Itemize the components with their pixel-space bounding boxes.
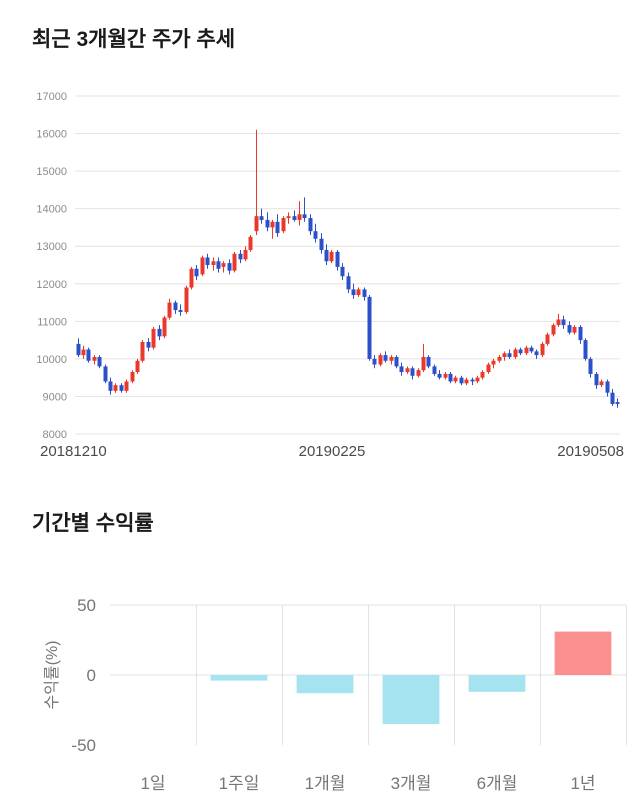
svg-text:1주일: 1주일 <box>219 774 260 793</box>
svg-text:15000: 15000 <box>36 166 67 178</box>
x-axis-label-end: 20190508 <box>557 442 624 460</box>
svg-text:9000: 9000 <box>43 391 67 403</box>
svg-text:10000: 10000 <box>36 354 67 366</box>
svg-text:50: 50 <box>77 596 96 615</box>
svg-text:14000: 14000 <box>36 204 67 216</box>
svg-text:17000: 17000 <box>36 91 67 103</box>
candlestick-x-axis: 20181210 20190225 20190508 <box>0 440 640 462</box>
x-axis-label-start: 20181210 <box>40 442 107 460</box>
svg-text:16000: 16000 <box>36 129 67 141</box>
svg-text:0: 0 <box>87 666 96 685</box>
svg-text:1일: 1일 <box>140 774 165 793</box>
svg-text:1개월: 1개월 <box>305 774 346 793</box>
returns-bar-chart: 50 0 -50 1일 1주일 1개월 3개월 6개월 1년 수익률(%) <box>43 596 627 793</box>
svg-text:12000: 12000 <box>36 279 67 291</box>
svg-text:13000: 13000 <box>36 241 67 253</box>
x-axis-label-mid: 20190225 <box>298 442 366 460</box>
candlestick-chart: 17000 16000 15000 14000 13000 12000 11000 10000… <box>36 91 620 438</box>
svg-text:8000: 8000 <box>43 429 67 438</box>
svg-text:11000: 11000 <box>37 316 67 328</box>
price-chart-title: 최근 3개월간 주가 추세 <box>32 28 236 51</box>
svg-text:3개월: 3개월 <box>391 774 432 793</box>
svg-text:1년: 1년 <box>570 774 595 793</box>
svg-text:수익률(%): 수익률(%) <box>43 640 61 709</box>
svg-text:-50: -50 <box>71 736 96 755</box>
returns-chart-title: 기간별 수익률 <box>32 512 154 535</box>
svg-text:6개월: 6개월 <box>477 774 518 793</box>
